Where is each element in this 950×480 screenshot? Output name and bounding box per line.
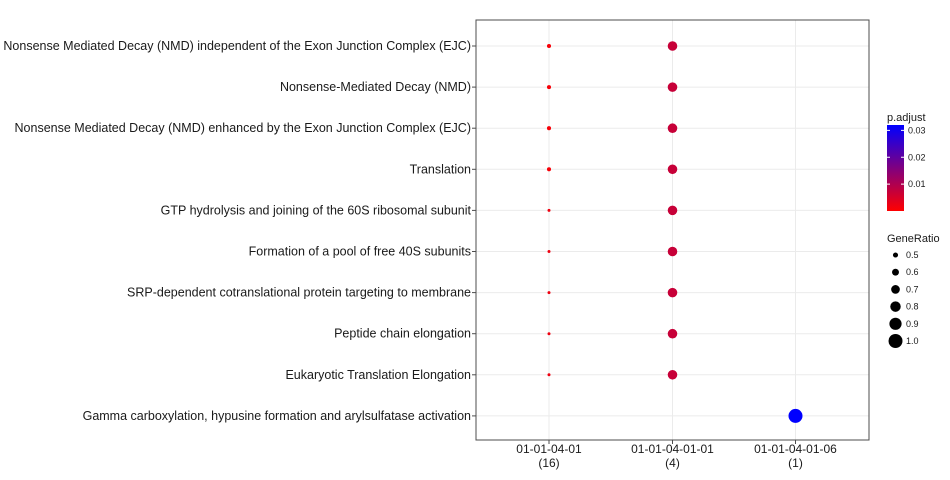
data-point [667,164,678,175]
data-point [788,408,803,423]
gene-ratio-key [890,301,901,312]
data-point [667,82,678,92]
gene-ratio-key [889,317,902,330]
gene-ratio-legend: GeneRatio 0.5 0.6 0.7 0.8 0.9 1.0 [887,233,940,348]
data-point [547,208,551,212]
data-point [667,287,678,298]
p-adjust-legend-title: p.adjust [887,112,926,124]
p-adjust-colorbar [887,125,904,211]
y-tick-label: Nonsense Mediated Decay (NMD) enhanced b… [15,121,471,135]
y-tick-label: SRP-dependent cotranslational protein ta… [127,286,471,300]
data-point [547,250,551,253]
colorbar-tick-label: 0.01 [908,179,926,189]
y-tick-label: Peptide chain elongation [334,327,471,341]
y-tick-label: Formation of a pool of free 40S subunits [249,245,471,259]
colorbar-tick-label: 0.03 [908,125,926,135]
gene-ratio-key-label: 0.6 [906,267,919,277]
x-tick-label: 01-01-04-01-01 [631,442,714,456]
gene-ratio-key-label: 0.5 [906,250,919,260]
y-tick-label: Nonsense-Mediated Decay (NMD) [280,80,471,94]
gene-ratio-key-label: 0.7 [906,284,919,294]
gene-ratio-key-label: 0.9 [906,319,919,329]
data-point [667,205,678,216]
y-tick-label: Eukaryotic Translation Elongation [285,368,471,382]
data-point [667,123,678,133]
x-tick-label: 01-01-04-01-06 [754,442,837,456]
data-point [546,167,552,172]
data-point [667,41,678,51]
data-point [547,332,551,336]
y-tick-label: Gamma carboxylation, hypusine formation … [83,409,471,423]
x-tick-count: (4) [665,456,680,470]
data-point [667,246,678,257]
gene-ratio-key-label: 0.8 [906,302,919,312]
x-tick-count: (1) [788,456,803,470]
y-tick-label: GTP hydrolysis and joining of the 60S ri… [161,203,472,217]
colorbar-tick-label: 0.02 [908,152,926,162]
gene-ratio-legend-title: GeneRatio [887,233,940,245]
gene-ratio-key [892,268,899,276]
data-point [547,373,551,377]
data-point [667,328,678,339]
gene-ratio-key [891,285,900,294]
x-tick-count: (16) [538,456,559,470]
p-adjust-legend: p.adjust 0.01 0.02 0.03 [887,112,926,211]
y-tick-label: Translation [410,162,471,176]
gene-ratio-key [892,252,899,258]
data-point [547,291,551,295]
gene-ratio-key-label: 1.0 [906,336,919,346]
data-point [546,85,552,90]
y-tick-label: Nonsense Mediated Decay (NMD) independen… [3,39,471,53]
gene-ratio-key [888,334,903,348]
data-point [546,126,552,131]
data-point [546,43,552,49]
data-point [667,370,678,380]
x-tick-label: 01-01-04-01 [516,442,582,456]
